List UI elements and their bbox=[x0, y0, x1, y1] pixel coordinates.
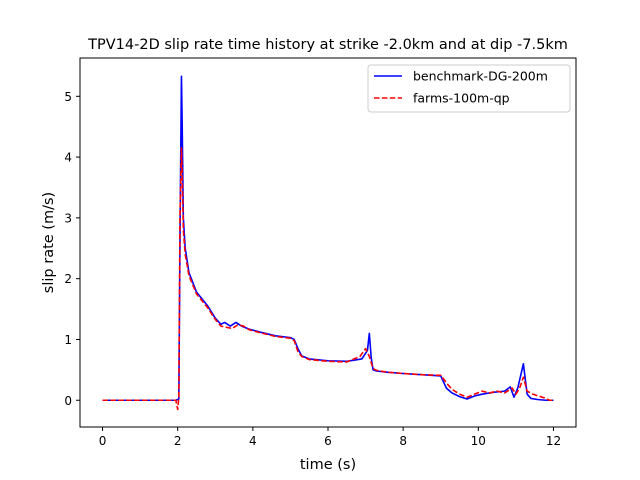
x-tick-label: 0 bbox=[99, 434, 107, 448]
x-tick-label: 4 bbox=[249, 434, 257, 448]
x-tick-label: 2 bbox=[174, 434, 182, 448]
y-axis-label: slip rate (m/s) bbox=[41, 192, 57, 293]
series-line-2 bbox=[102, 147, 554, 411]
legend-label-2: farms-100m-qp bbox=[413, 91, 510, 106]
y-axis-ticks: 0 1 2 3 4 5 bbox=[64, 90, 80, 408]
series-layer bbox=[102, 75, 554, 411]
chart-title: TPV14-2D slip rate time history at strik… bbox=[87, 37, 568, 53]
legend-label-1: benchmark-DG-200m bbox=[413, 69, 548, 84]
legend: benchmark-DG-200m farms-100m-qp bbox=[367, 64, 571, 113]
x-tick-label: 6 bbox=[324, 434, 332, 448]
y-tick-label: 2 bbox=[64, 272, 72, 286]
x-tick-label: 10 bbox=[471, 434, 486, 448]
y-tick-label: 3 bbox=[64, 211, 72, 225]
plot-background bbox=[80, 58, 576, 427]
x-tick-label: 12 bbox=[546, 434, 561, 448]
y-tick-label: 5 bbox=[64, 90, 72, 104]
y-tick-label: 1 bbox=[64, 333, 72, 347]
x-axis-label: time (s) bbox=[300, 457, 356, 473]
legend-box bbox=[367, 64, 571, 113]
x-tick-label: 8 bbox=[399, 434, 407, 448]
y-tick-label: 4 bbox=[64, 151, 72, 165]
plot-area bbox=[79, 57, 577, 428]
y-tick-label: 0 bbox=[64, 394, 72, 408]
x-axis-ticks: 0 2 4 6 8 10 12 bbox=[99, 427, 561, 448]
